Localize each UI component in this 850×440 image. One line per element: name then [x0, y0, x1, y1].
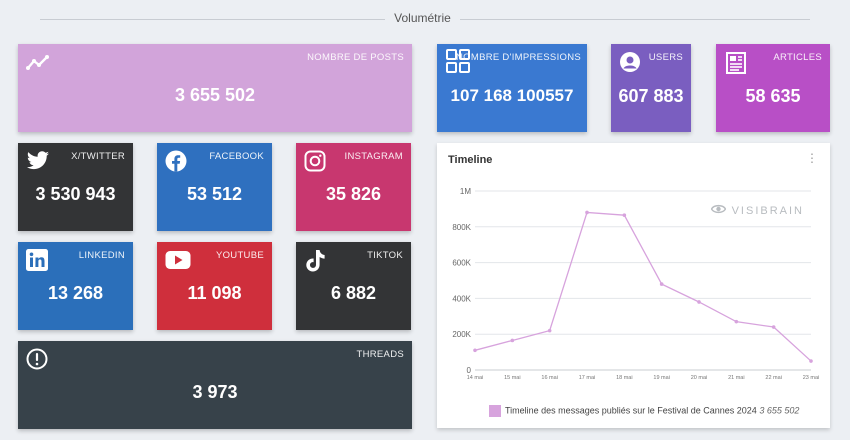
- x-tick-label: 19 mai: [653, 375, 670, 381]
- timeline-chart: 0 200K 400K 600K 800K 1M 14 mai 15 mai 16 mai 17 …: [452, 187, 820, 381]
- instagram-icon: [304, 150, 328, 174]
- x-tick-label: 17 mai: [579, 375, 596, 381]
- legend-label: Timeline des messages publiés sur le Fes…: [505, 405, 757, 416]
- exclamation-circle-icon: [26, 348, 50, 372]
- facebook-icon: [165, 150, 189, 174]
- data-point: [585, 210, 589, 215]
- newspaper-icon: [724, 51, 748, 75]
- tile-value: 11 098: [187, 283, 242, 303]
- tile-value: 58 635: [745, 86, 801, 106]
- tile-value: 3 655 502: [174, 85, 256, 105]
- tile-youtube[interactable]: YOUTUBE 11 098: [157, 242, 272, 330]
- y-tick-label: 600K: [452, 259, 471, 268]
- data-point: [510, 338, 515, 343]
- user-circle-icon: [619, 51, 643, 75]
- tile-threads[interactable]: THREADS 3 973: [18, 341, 412, 429]
- data-point: [809, 359, 813, 363]
- tile-value: 13 268: [47, 283, 104, 303]
- tile-label: INSTAGRAM: [344, 151, 403, 162]
- data-point: [622, 213, 627, 217]
- tile-label: LINKEDIN: [78, 250, 125, 261]
- tile-linkedin[interactable]: LINKEDIN 13 268: [18, 242, 133, 330]
- tile-users[interactable]: USERS 607 883: [611, 44, 691, 132]
- tile-label: THREADS: [356, 349, 404, 360]
- tile-posts[interactable]: NOMBRE DE POSTS 3 655 502: [18, 44, 412, 132]
- tile-value: 3 973: [192, 382, 238, 402]
- data-point: [734, 319, 739, 324]
- divider-left: [40, 19, 385, 20]
- x-tick-label: 21 mai: [728, 375, 745, 381]
- tile-value: 53 512: [186, 184, 243, 204]
- watermark: VISIBRAIN: [710, 204, 804, 217]
- youtube-play-icon: [165, 250, 191, 274]
- y-tick-label: 0: [467, 366, 472, 375]
- section-title: Volumétrie: [394, 11, 451, 25]
- x-tick-label: 14 mai: [467, 375, 484, 381]
- x-tick-label: 22 mai: [765, 375, 782, 381]
- data-point: [547, 328, 552, 333]
- legend-value: 3 655 502: [759, 405, 800, 416]
- y-tick-label: 1M: [460, 187, 471, 196]
- data-point: [697, 300, 701, 304]
- chart-legend[interactable]: Timeline des messages publiés sur le Fes…: [489, 405, 799, 417]
- legend-swatch: [489, 405, 501, 417]
- tile-value: 6 882: [330, 283, 377, 303]
- watermark-text: VISIBRAIN: [731, 205, 804, 217]
- tile-value: 107 168 100557: [450, 86, 574, 105]
- divider-right: [460, 19, 810, 20]
- tile-impressions[interactable]: NOMBRE D'IMPRESSIONS 107 168 100557: [437, 44, 587, 132]
- tile-twitter[interactable]: X/TWITTER 3 530 943: [18, 143, 133, 231]
- y-tick-label: 800K: [452, 223, 471, 232]
- tile-value: 35 826: [325, 184, 382, 204]
- x-tick-label: 20 mai: [691, 375, 708, 381]
- linkedin-icon: [26, 249, 50, 273]
- x-tick-label: 23 mai: [803, 375, 820, 381]
- trending-line-icon: [26, 51, 50, 75]
- data-point: [771, 325, 776, 329]
- series-line: [474, 211, 812, 362]
- twitter-bird-icon: [26, 150, 50, 174]
- y-tick-label: 200K: [452, 330, 471, 339]
- x-tick-label: 15 mai: [504, 375, 521, 381]
- tile-label: ARTICLES: [773, 52, 822, 63]
- x-tick-label: 16 mai: [541, 375, 558, 381]
- tile-value: 3 530 943: [35, 184, 116, 204]
- tile-label: YOUTUBE: [215, 250, 264, 261]
- tile-instagram[interactable]: INSTAGRAM 35 826: [296, 143, 411, 231]
- tile-label: NOMBRE D'IMPRESSIONS: [456, 52, 581, 63]
- section-header: Volumétrie: [40, 10, 810, 28]
- tile-label: FACEBOOK: [209, 151, 264, 162]
- data-point: [659, 282, 664, 286]
- timeline-panel: Timeline ⋮ VISIBRAIN 0 200K 400K 600K 800K 1M…: [437, 143, 830, 428]
- tile-articles[interactable]: ARTICLES 58 635: [716, 44, 830, 132]
- tile-label: USERS: [648, 52, 683, 63]
- tile-label: NOMBRE DE POSTS: [307, 52, 404, 63]
- tile-label: TIKTOK: [367, 250, 403, 261]
- tile-value: 607 883: [618, 86, 684, 106]
- tiktok-note-icon: [304, 249, 328, 273]
- y-tick-label: 400K: [452, 294, 471, 303]
- grid-icon: [446, 49, 470, 73]
- tile-tiktok[interactable]: TIKTOK 6 882: [296, 242, 411, 330]
- data-point: [473, 348, 477, 353]
- eye-icon: [710, 204, 726, 217]
- tile-label: X/TWITTER: [71, 151, 125, 162]
- tile-facebook[interactable]: FACEBOOK 53 512: [157, 143, 272, 231]
- more-options-icon[interactable]: ⋮: [806, 151, 818, 165]
- timeline-title: Timeline: [448, 154, 493, 166]
- x-tick-label: 18 mai: [616, 375, 633, 381]
